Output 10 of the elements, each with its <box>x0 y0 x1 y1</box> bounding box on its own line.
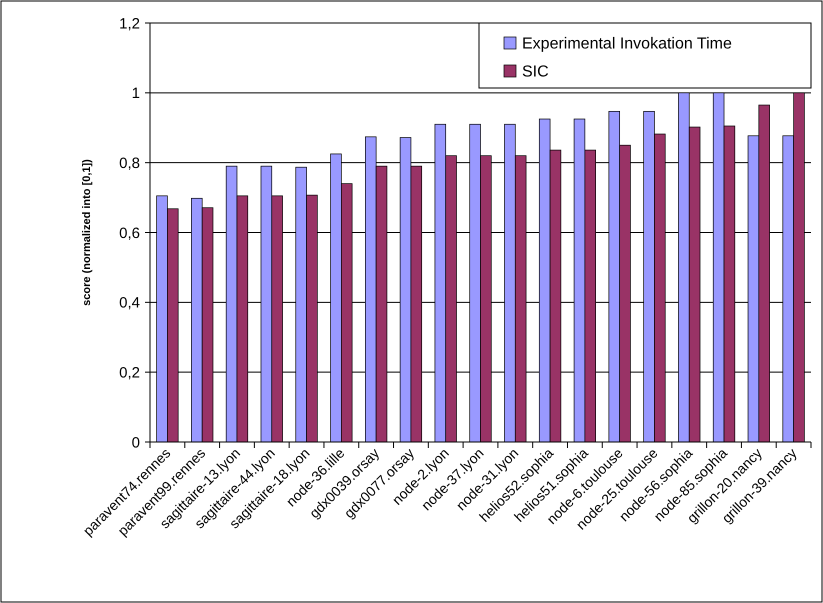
y-tick-label: 0,8 <box>119 154 140 172</box>
legend-label: Experimental Invokation Time <box>522 36 732 53</box>
legend-label: SIC <box>522 64 549 81</box>
y-tick-label: 0,2 <box>119 364 140 382</box>
y-tick-label: 0,6 <box>119 224 140 242</box>
y-axis-title: score (normalized into [0,1]) <box>81 158 93 306</box>
y-tick-label: 0,4 <box>119 294 140 312</box>
y-tick-label: 1 <box>132 85 140 102</box>
y-tick-label: 1,2 <box>119 15 140 32</box>
y-tick-label: 0 <box>132 434 140 452</box>
